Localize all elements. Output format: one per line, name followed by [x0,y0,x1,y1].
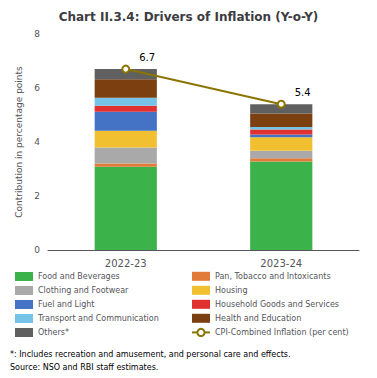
svg-text:2: 2 [34,191,40,201]
svg-text:*: Includes recreation and amu: *: Includes recreation and amusement, an… [10,350,291,359]
svg-text:Others*: Others* [38,328,69,337]
svg-text:Food and Beverages: Food and Beverages [38,272,120,281]
svg-text:Transport and Communication: Transport and Communication [37,314,159,323]
svg-text:Clothing and Footwear: Clothing and Footwear [38,286,129,295]
svg-text:Pan, Tobacco and Intoxicants: Pan, Tobacco and Intoxicants [215,272,331,281]
svg-text:6.7: 6.7 [139,52,155,63]
svg-text:0: 0 [34,245,40,255]
svg-text:4: 4 [34,137,40,147]
svg-text:Chart II.3.4: Drivers of Infla: Chart II.3.4: Drivers of Inflation (Y-o-… [59,10,319,24]
svg-text:Health and Education: Health and Education [215,314,301,323]
svg-text:5.4: 5.4 [295,87,311,98]
svg-text:Contribution in percentage poi: Contribution in percentage points [14,66,24,218]
svg-text:Fuel and Light: Fuel and Light [38,300,94,309]
svg-text:CPI-Combined Inflation (per ce: CPI-Combined Inflation (per cent) [215,328,349,337]
svg-text:2022-23: 2022-23 [105,258,147,269]
svg-text:Household Goods and Services: Household Goods and Services [215,300,339,309]
svg-text:Housing: Housing [215,286,248,295]
svg-text:8: 8 [34,29,40,39]
svg-text:2023-24: 2023-24 [260,258,302,269]
svg-text:6: 6 [34,83,40,93]
svg-text:Source: NSO and RBI staff esti: Source: NSO and RBI staff estimates. [10,363,158,372]
